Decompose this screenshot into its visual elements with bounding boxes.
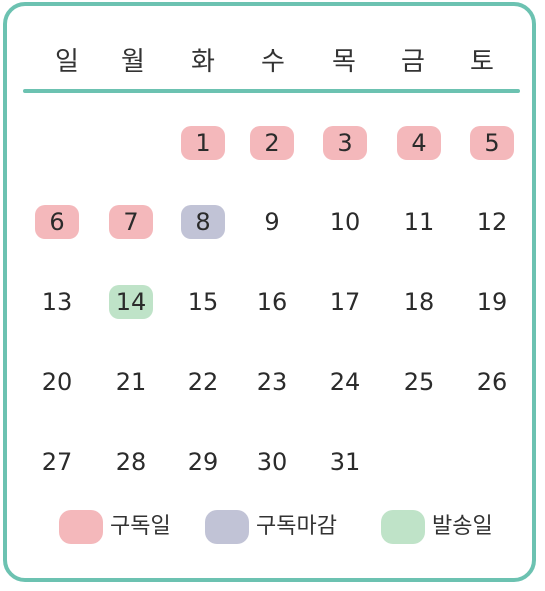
day-cell[interactable]: 20: [41, 368, 73, 396]
day-cell[interactable]: 30: [256, 448, 288, 476]
day-cell-subscription-day[interactable]: 5: [470, 126, 514, 160]
day-cell[interactable]: 28: [115, 448, 147, 476]
day-cell[interactable]: 23: [256, 368, 288, 396]
day-cell[interactable]: 15: [187, 288, 219, 316]
day-cell[interactable]: 24: [329, 368, 361, 396]
weekday-sun: 일: [55, 47, 79, 77]
day-cell[interactable]: 27: [41, 448, 73, 476]
day-cell-subscription-day[interactable]: 7: [109, 205, 153, 239]
legend-swatch-subscription-deadline: [205, 510, 249, 544]
day-cell[interactable]: 13: [41, 288, 73, 316]
day-cell-subscription-day[interactable]: 4: [397, 126, 441, 160]
day-cell-subscription-deadline[interactable]: 8: [181, 205, 225, 239]
weekday-header: 일 월 화 수 목 금 토: [24, 44, 520, 84]
day-cell[interactable]: 12: [476, 208, 508, 236]
day-cell[interactable]: 9: [264, 208, 280, 236]
weekday-thu: 목: [332, 47, 356, 77]
header-divider: [23, 89, 520, 93]
day-cell-subscription-day[interactable]: 2: [250, 126, 294, 160]
weekday-wed: 수: [261, 47, 285, 77]
day-cell[interactable]: 21: [115, 368, 147, 396]
day-cell-subscription-day[interactable]: 6: [35, 205, 79, 239]
day-cell[interactable]: 29: [187, 448, 219, 476]
day-cell[interactable]: 18: [403, 288, 435, 316]
weekday-fri: 금: [401, 47, 425, 77]
legend-label-shipping-day: 발송일: [432, 514, 493, 539]
weekday-sat: 토: [470, 47, 494, 77]
day-cell[interactable]: 31: [329, 448, 361, 476]
day-cell[interactable]: 17: [329, 288, 361, 316]
day-cell[interactable]: 16: [256, 288, 288, 316]
day-cell[interactable]: 22: [187, 368, 219, 396]
legend-swatch-shipping-day: [381, 510, 425, 544]
day-cell-subscription-day[interactable]: 3: [323, 126, 367, 160]
legend-label-subscription-day: 구독일: [110, 514, 171, 539]
weekday-mon: 월: [121, 47, 145, 77]
day-cell[interactable]: 19: [476, 288, 508, 316]
legend: 구독일 구독마감 발송일: [0, 510, 545, 550]
legend-swatch-subscription-day: [59, 510, 103, 544]
day-cell[interactable]: 26: [476, 368, 508, 396]
day-cell-subscription-day[interactable]: 1: [181, 126, 225, 160]
weekday-tue: 화: [191, 47, 215, 77]
day-cell[interactable]: 11: [403, 208, 435, 236]
day-cell[interactable]: 25: [403, 368, 435, 396]
day-cell-shipping-day[interactable]: 14: [109, 285, 153, 319]
day-cell[interactable]: 10: [329, 208, 361, 236]
calendar-frame: [3, 2, 536, 582]
legend-label-subscription-deadline: 구독마감: [256, 514, 337, 539]
